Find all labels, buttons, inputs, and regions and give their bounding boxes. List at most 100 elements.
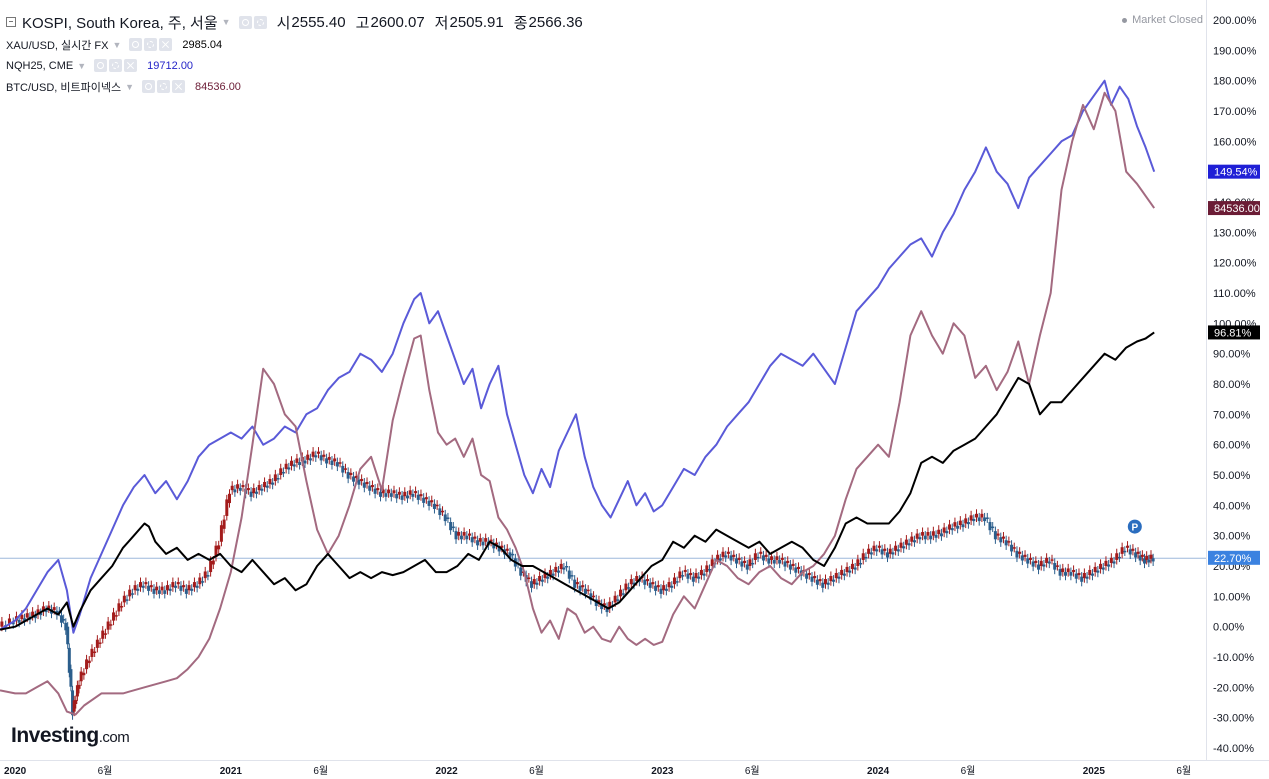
candle-body	[343, 468, 347, 470]
legend-row-xau[interactable]: XAU/USD, 실시간 FX ▼ 2985.04	[6, 34, 593, 55]
candle-body	[540, 579, 544, 582]
candle-body	[82, 672, 86, 676]
candle-body	[144, 582, 148, 585]
candle-body	[187, 585, 191, 591]
legend-symbol[interactable]: XAU/USD, 실시간 FX	[6, 39, 109, 52]
candle-body	[1088, 569, 1092, 576]
series-line-2[interactable]	[0, 331, 1155, 631]
candle-body	[573, 579, 577, 588]
candle-body	[813, 576, 817, 579]
legend-symbol[interactable]: NQH25, CME	[6, 59, 74, 72]
candle-body	[1063, 572, 1067, 576]
candle-body	[1074, 573, 1078, 579]
candle-body	[840, 569, 844, 576]
candle-body	[468, 533, 472, 536]
candle-body	[511, 553, 515, 556]
candle-body	[710, 559, 714, 566]
candle-body	[284, 463, 288, 469]
x-axis[interactable]: 2020 6월 2021 6월 2022 6월 2023 6월 2024 6월 2025 6월	[4, 765, 1191, 777]
legend-row-btc[interactable]: BTC/USD, 비트파이넥스 ▼ 84536.00	[6, 76, 593, 97]
gear-icon[interactable]	[109, 59, 123, 72]
candle-body	[1101, 567, 1105, 570]
candle-body	[1149, 554, 1153, 559]
chevron-down-icon[interactable]: ▼	[77, 60, 87, 71]
legend-main-row[interactable]: KOSPI, South Korea, 주, 서울 ▼ 시 2555.40 고 26…	[6, 10, 593, 34]
logo-name: Investing	[11, 724, 99, 747]
y-tick-label: 40.00%	[1213, 500, 1251, 512]
candle-body	[581, 585, 585, 588]
gear-icon[interactable]	[144, 38, 158, 51]
legend-value: 2985.04	[182, 38, 223, 51]
y-tick-label: 10.00%	[1213, 591, 1251, 603]
chevron-down-icon[interactable]: ▼	[112, 39, 122, 50]
y-axis[interactable]: 200.00%190.00%180.00%170.00%160.00%150.0…	[1213, 15, 1257, 755]
close-label: 종	[513, 14, 528, 32]
eye-icon[interactable]	[238, 15, 252, 29]
eye-icon[interactable]	[142, 80, 156, 93]
candle-body	[387, 489, 391, 494]
candle-body	[969, 515, 973, 521]
legend-symbol[interactable]: BTC/USD, 비트파이넥스	[6, 81, 122, 94]
candle-body	[740, 561, 744, 567]
candle-body	[225, 499, 229, 516]
close-icon[interactable]	[159, 38, 173, 51]
candle-body	[1117, 556, 1121, 559]
candle-body	[659, 588, 663, 594]
candle-body	[958, 520, 962, 526]
candle-body	[624, 583, 628, 591]
candle-body	[211, 560, 215, 565]
candle-body	[79, 671, 83, 682]
candle-body	[443, 514, 447, 522]
candle-body	[389, 493, 393, 497]
candle-body	[395, 493, 399, 499]
candle-body	[950, 528, 954, 531]
candle-body	[69, 669, 73, 687]
event-marker[interactable]	[1127, 519, 1142, 534]
candle-body	[203, 571, 207, 579]
candle-body	[233, 489, 237, 493]
series-line-0[interactable]	[0, 79, 1156, 634]
candle-body	[872, 545, 876, 551]
candle-body	[934, 534, 938, 538]
close-icon[interactable]	[124, 59, 138, 72]
eye-icon[interactable]	[129, 38, 143, 51]
candle-body	[112, 612, 116, 621]
candle-body	[964, 518, 968, 524]
candle-body	[683, 569, 687, 573]
chevron-down-icon[interactable]: ▼	[221, 17, 231, 27]
candle-body	[451, 526, 455, 529]
eye-icon[interactable]	[94, 59, 108, 72]
investing-logo[interactable]: Investing.com	[11, 724, 130, 748]
candle-body	[1053, 562, 1057, 570]
candle-body	[627, 587, 631, 589]
candle-body	[726, 551, 730, 554]
close-icon[interactable]	[172, 80, 186, 93]
candle-body	[972, 518, 976, 522]
high-label: 고	[355, 14, 370, 32]
candle-body	[505, 548, 509, 551]
gear-icon[interactable]	[253, 15, 267, 29]
series-line-1[interactable]	[0, 91, 1156, 716]
candle-body	[1026, 558, 1030, 564]
main-symbol[interactable]: KOSPI, South Korea, 주, 서울	[22, 14, 218, 32]
legend-row-nq[interactable]: NQH25, CME ▼ 19712.00	[6, 55, 593, 76]
candle-body	[349, 472, 353, 475]
candle-body	[165, 585, 169, 591]
collapse-icon[interactable]	[6, 17, 16, 27]
candle-body	[699, 569, 703, 576]
candle-body	[993, 531, 997, 540]
gear-icon[interactable]	[157, 80, 171, 93]
event-marker-layer[interactable]: P	[1127, 519, 1142, 534]
candle-body	[1042, 564, 1046, 567]
candle-body	[578, 585, 582, 591]
candle-body	[1138, 555, 1142, 561]
candle-body	[392, 490, 396, 494]
chevron-down-icon[interactable]: ▼	[125, 81, 135, 92]
candle-body	[438, 508, 442, 516]
y-tick-label: 30.00%	[1213, 531, 1251, 543]
candle-body	[403, 491, 407, 497]
candle-body	[209, 560, 213, 573]
candle-body	[327, 456, 331, 460]
candle-body	[966, 522, 970, 525]
